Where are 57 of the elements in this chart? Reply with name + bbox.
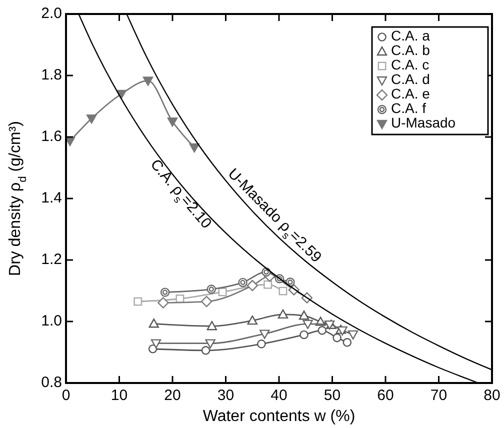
point xyxy=(160,288,170,297)
x-tick-label: 10 xyxy=(110,387,128,404)
point xyxy=(150,339,162,348)
point xyxy=(278,309,288,319)
y-tick-label: 1.4 xyxy=(41,189,62,206)
y-tick-label: 1.0 xyxy=(41,312,62,330)
y-tick-label: 1.6 xyxy=(41,128,62,145)
x-tick-label: 40 xyxy=(270,387,288,404)
point xyxy=(246,280,258,292)
point xyxy=(247,315,258,325)
point xyxy=(342,338,352,347)
x-tick-label: 70 xyxy=(430,387,448,404)
legend-label: C.A. d xyxy=(391,71,430,88)
point xyxy=(206,321,218,330)
legend-label: C.A. b xyxy=(391,42,430,58)
point xyxy=(167,118,178,127)
point xyxy=(200,296,212,308)
legend-label: U-Masado xyxy=(391,114,456,131)
legend-label: C.A. c xyxy=(391,56,430,73)
point xyxy=(286,278,295,287)
x-tick-label: 30 xyxy=(217,387,234,404)
point xyxy=(318,326,327,335)
point xyxy=(238,278,248,288)
point xyxy=(86,114,97,124)
point xyxy=(257,340,266,348)
legend-label: C.A. a xyxy=(391,28,430,44)
point xyxy=(302,320,313,330)
point xyxy=(332,333,342,342)
point xyxy=(142,76,154,86)
y-tick-label: 1.2 xyxy=(41,250,62,268)
point xyxy=(148,344,158,354)
point xyxy=(201,346,210,355)
legend-label: C.A. e xyxy=(391,86,430,102)
point xyxy=(278,286,288,296)
legend-label: C.A. f xyxy=(391,100,426,116)
x-axis-title: Water contents w (%) xyxy=(202,408,356,425)
y-tick-label: 1.8 xyxy=(41,66,62,84)
x-tick-label: 50 xyxy=(324,387,341,404)
x-tick-label: 0 xyxy=(62,387,70,404)
point xyxy=(348,330,358,340)
point xyxy=(134,297,142,306)
point xyxy=(300,330,308,340)
point xyxy=(206,284,216,294)
point xyxy=(158,297,169,308)
point xyxy=(298,310,310,320)
point xyxy=(66,136,76,146)
point xyxy=(264,280,272,289)
y-tick-label: 2.0 xyxy=(41,4,62,22)
point xyxy=(189,143,200,153)
point xyxy=(205,339,216,348)
point xyxy=(260,330,270,339)
x-tick-label: 80 xyxy=(484,387,500,404)
point xyxy=(148,318,159,328)
point xyxy=(218,288,227,296)
x-tick-label: 60 xyxy=(377,387,394,404)
x-tick-label: 20 xyxy=(164,387,181,404)
y-tick-label: 0.8 xyxy=(41,374,62,391)
